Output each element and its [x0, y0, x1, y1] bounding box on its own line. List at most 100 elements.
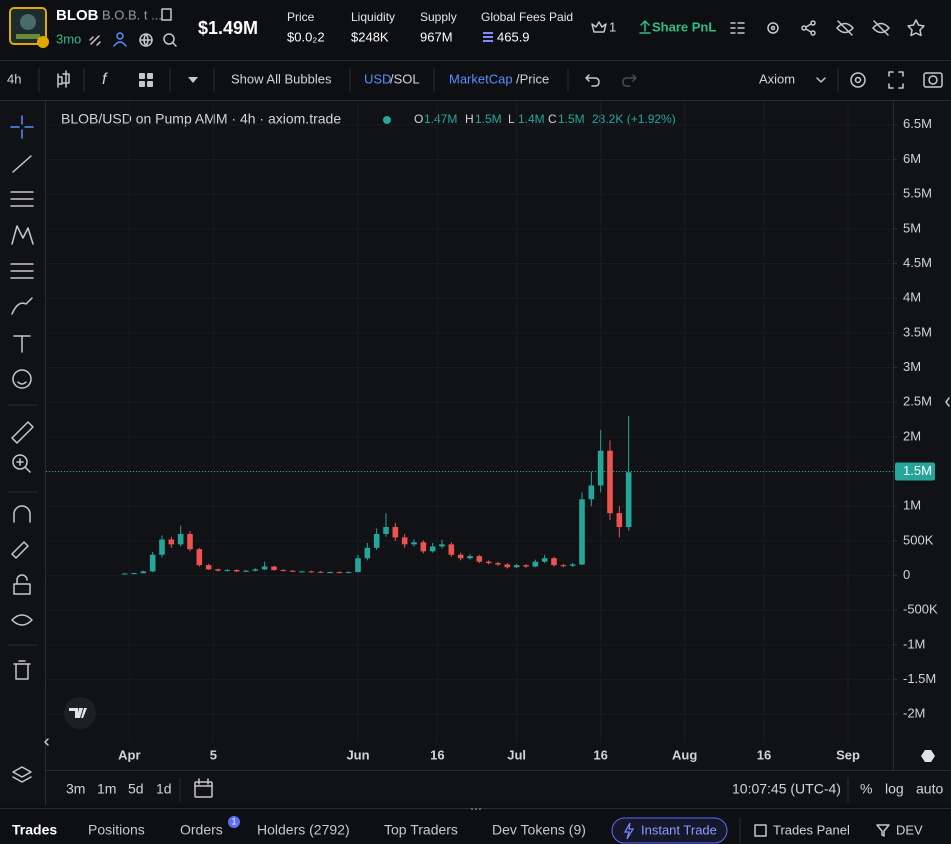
search-icon[interactable] — [163, 33, 177, 47]
lock-drawing-tool[interactable] — [11, 541, 29, 559]
chart-settings-icon[interactable] — [850, 72, 866, 88]
auto-toggle[interactable]: auto — [916, 781, 943, 797]
fullscreen-icon[interactable] — [888, 71, 904, 89]
candle-body — [336, 572, 343, 574]
screenshot-icon[interactable] — [923, 72, 943, 88]
favorite-icon[interactable] — [907, 19, 925, 37]
candle-body — [448, 544, 455, 555]
user-icon[interactable] — [113, 32, 127, 47]
y-tick-label: 4.5M — [903, 255, 932, 270]
tab[interactable]: Positions — [88, 822, 145, 838]
market-cap: $1.49M — [198, 18, 258, 38]
tab[interactable]: Holders (2792) — [257, 822, 350, 838]
y-tick-label: 0 — [903, 567, 910, 582]
y-tick-label: 4M — [903, 290, 921, 305]
x-tick-label: Jul — [507, 747, 526, 762]
range-button[interactable]: 5d — [128, 781, 144, 797]
projection-tool[interactable] — [10, 263, 34, 279]
candle — [625, 416, 632, 531]
copy-icon[interactable] — [161, 8, 172, 21]
fib-tool[interactable] — [10, 191, 34, 207]
mode-price[interactable]: /Price — [516, 71, 549, 86]
tab[interactable]: Dev Tokens (9) — [492, 822, 586, 838]
magnet-tool[interactable] — [13, 505, 31, 523]
interval-button[interactable]: 4h — [7, 71, 21, 86]
panel-icon[interactable] — [754, 824, 767, 837]
delete-tool[interactable] — [13, 660, 31, 680]
layouts-icon[interactable] — [139, 73, 153, 87]
candle — [401, 533, 408, 548]
redo-icon[interactable] — [622, 74, 637, 87]
tabs-bg — [0, 808, 951, 844]
hide-alt-icon[interactable] — [872, 20, 890, 36]
brush-tool[interactable] — [11, 297, 33, 315]
web-icon[interactable] — [139, 33, 153, 47]
link-icon[interactable] — [89, 35, 101, 46]
share-pnl-button[interactable]: Share PnL — [639, 19, 716, 34]
currency-usd[interactable]: USD — [364, 71, 391, 86]
percent-toggle[interactable]: % — [860, 781, 872, 797]
candle — [457, 552, 464, 561]
candle-body — [495, 563, 501, 565]
tab[interactable]: Top Traders — [384, 822, 458, 838]
pattern-tool[interactable] — [11, 225, 34, 245]
zoom-tool[interactable] — [12, 454, 31, 473]
tab[interactable]: Trades — [12, 822, 57, 838]
hide-icon[interactable] — [836, 20, 854, 36]
candle — [448, 542, 455, 557]
stat-value: $248K — [351, 29, 389, 44]
emoji-tool[interactable] — [12, 369, 32, 389]
candle — [205, 563, 212, 571]
source-select[interactable]: Axiom — [759, 71, 795, 86]
mode-marketcap[interactable]: MarketCap — [449, 71, 513, 86]
ohlc-label: L — [508, 112, 515, 126]
collapse-arrow[interactable] — [44, 738, 49, 746]
candle-body — [607, 450, 613, 514]
goto-date-icon[interactable] — [194, 778, 213, 798]
watchlist-button[interactable]: 1 — [591, 19, 616, 34]
crosshair-tool[interactable] — [10, 115, 34, 139]
visibility-tool[interactable] — [11, 614, 33, 626]
candle-body — [625, 472, 632, 528]
candle-style-icon[interactable] — [57, 70, 70, 88]
candle — [327, 571, 333, 574]
log-toggle[interactable]: log — [885, 781, 904, 797]
candle-body — [289, 570, 296, 572]
tab[interactable]: Trades Panel — [773, 822, 850, 837]
tab[interactable]: Orders — [180, 822, 223, 838]
candle — [317, 571, 324, 573]
settings-icon[interactable] — [767, 22, 779, 34]
candle — [215, 568, 221, 572]
range-button[interactable]: 3m — [66, 781, 85, 797]
trendline-tool[interactable] — [12, 155, 32, 173]
instant-trade-button[interactable]: Instant Trade — [611, 817, 728, 844]
goto-realtime[interactable] — [921, 750, 935, 762]
tab[interactable]: DEV — [896, 822, 923, 837]
candle — [345, 571, 352, 574]
side-toggle[interactable] — [945, 397, 950, 407]
candle-body — [401, 537, 408, 545]
more-icon[interactable] — [188, 77, 198, 83]
candle — [392, 522, 399, 541]
range-button[interactable]: 1d — [156, 781, 172, 797]
list-icon[interactable] — [730, 22, 745, 34]
token-logo[interactable] — [9, 7, 49, 48]
currency-sol[interactable]: /SOL — [390, 71, 420, 86]
indicators-icon[interactable]: f — [102, 71, 108, 88]
ruler-tool[interactable] — [11, 421, 34, 444]
undo-icon[interactable] — [585, 74, 600, 87]
lock-tool[interactable] — [13, 574, 31, 595]
token-symbol: BLOB — [56, 7, 99, 24]
bubbles-button[interactable]: Show All Bubbles — [231, 71, 332, 86]
range-button[interactable]: 1m — [97, 781, 116, 797]
filter-icon[interactable] — [876, 824, 890, 837]
candle — [131, 572, 137, 575]
candle — [261, 561, 268, 571]
text-tool[interactable] — [13, 335, 31, 353]
candle — [485, 560, 492, 565]
layers-tool[interactable] — [12, 766, 32, 783]
candle — [504, 563, 511, 569]
share-icon[interactable] — [801, 20, 816, 36]
tv-logo[interactable] — [64, 697, 96, 729]
chevron[interactable] — [816, 77, 826, 83]
